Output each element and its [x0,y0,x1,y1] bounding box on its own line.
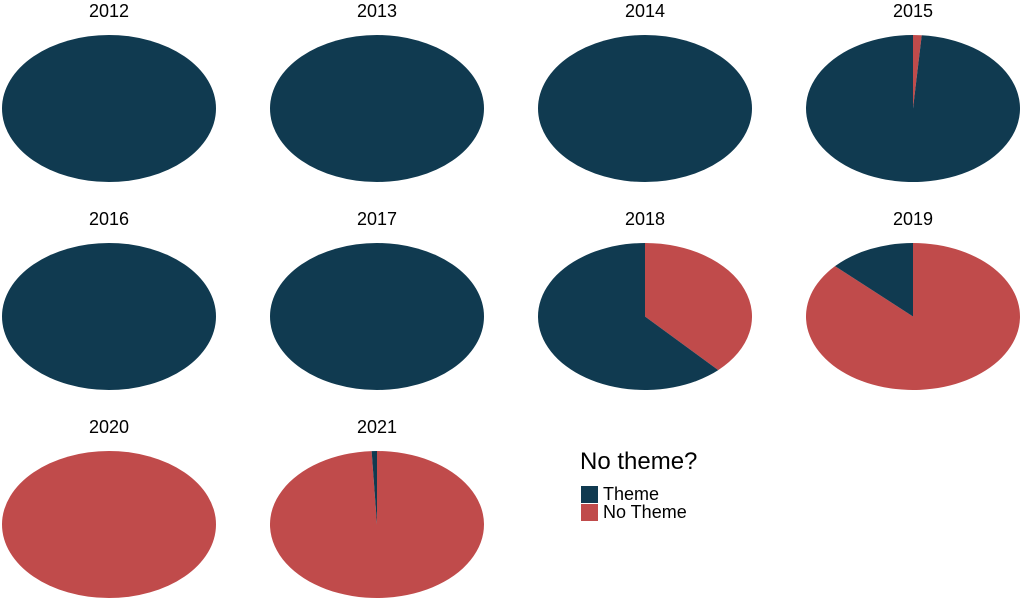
legend-title: No theme? [580,448,698,475]
legend: No theme? Theme No Theme [580,448,697,521]
facet-title-2015: 2015 [892,1,934,21]
facet-title-2020: 2020 [88,417,130,437]
pie-facet-2019: 2019 [806,208,1020,390]
pie-2017 [270,243,484,390]
pie-2018 [538,243,752,390]
legend-entry-no-theme: No Theme [580,503,697,521]
legend-key-no-theme-swatch [581,503,598,521]
pie-2020 [2,451,216,598]
facet-title-2012: 2012 [88,1,130,21]
facet-title-2018: 2018 [624,209,666,229]
legend-label-theme: Theme [603,484,660,504]
facet-title-2014: 2014 [624,1,666,21]
pie-facet-2012: 2012 [2,0,216,182]
pie-facet-2014: 2014 [538,0,752,182]
pie-2016 [2,243,216,390]
pie-facet-2015: 2015 [806,0,1020,182]
legend-key-theme-swatch [581,485,598,503]
pie-facet-2013: 2013 [270,0,484,182]
pie-2013 [270,35,484,182]
legend-entry-theme: Theme [580,485,697,503]
pie-2015 [806,35,1020,182]
pie-2021 [270,451,484,598]
pie-facet-2018: 2018 [538,208,752,390]
pie-2012 [2,35,216,182]
pie-2019 [806,243,1020,390]
facet-title-2021: 2021 [356,417,398,437]
pie-facet-2017: 2017 [270,208,484,390]
pie-facet-2016: 2016 [2,208,216,390]
pie-facet-2020: 2020 [2,416,216,598]
pie-2014 [538,35,752,182]
pie-facet-2021: 2021 [270,416,484,598]
facet-title-2017: 2017 [356,209,398,229]
facet-title-2013: 2013 [356,1,398,21]
legend-label-no-theme: No Theme [603,502,687,522]
facet-title-2019: 2019 [892,209,934,229]
facet-title-2016: 2016 [88,209,130,229]
